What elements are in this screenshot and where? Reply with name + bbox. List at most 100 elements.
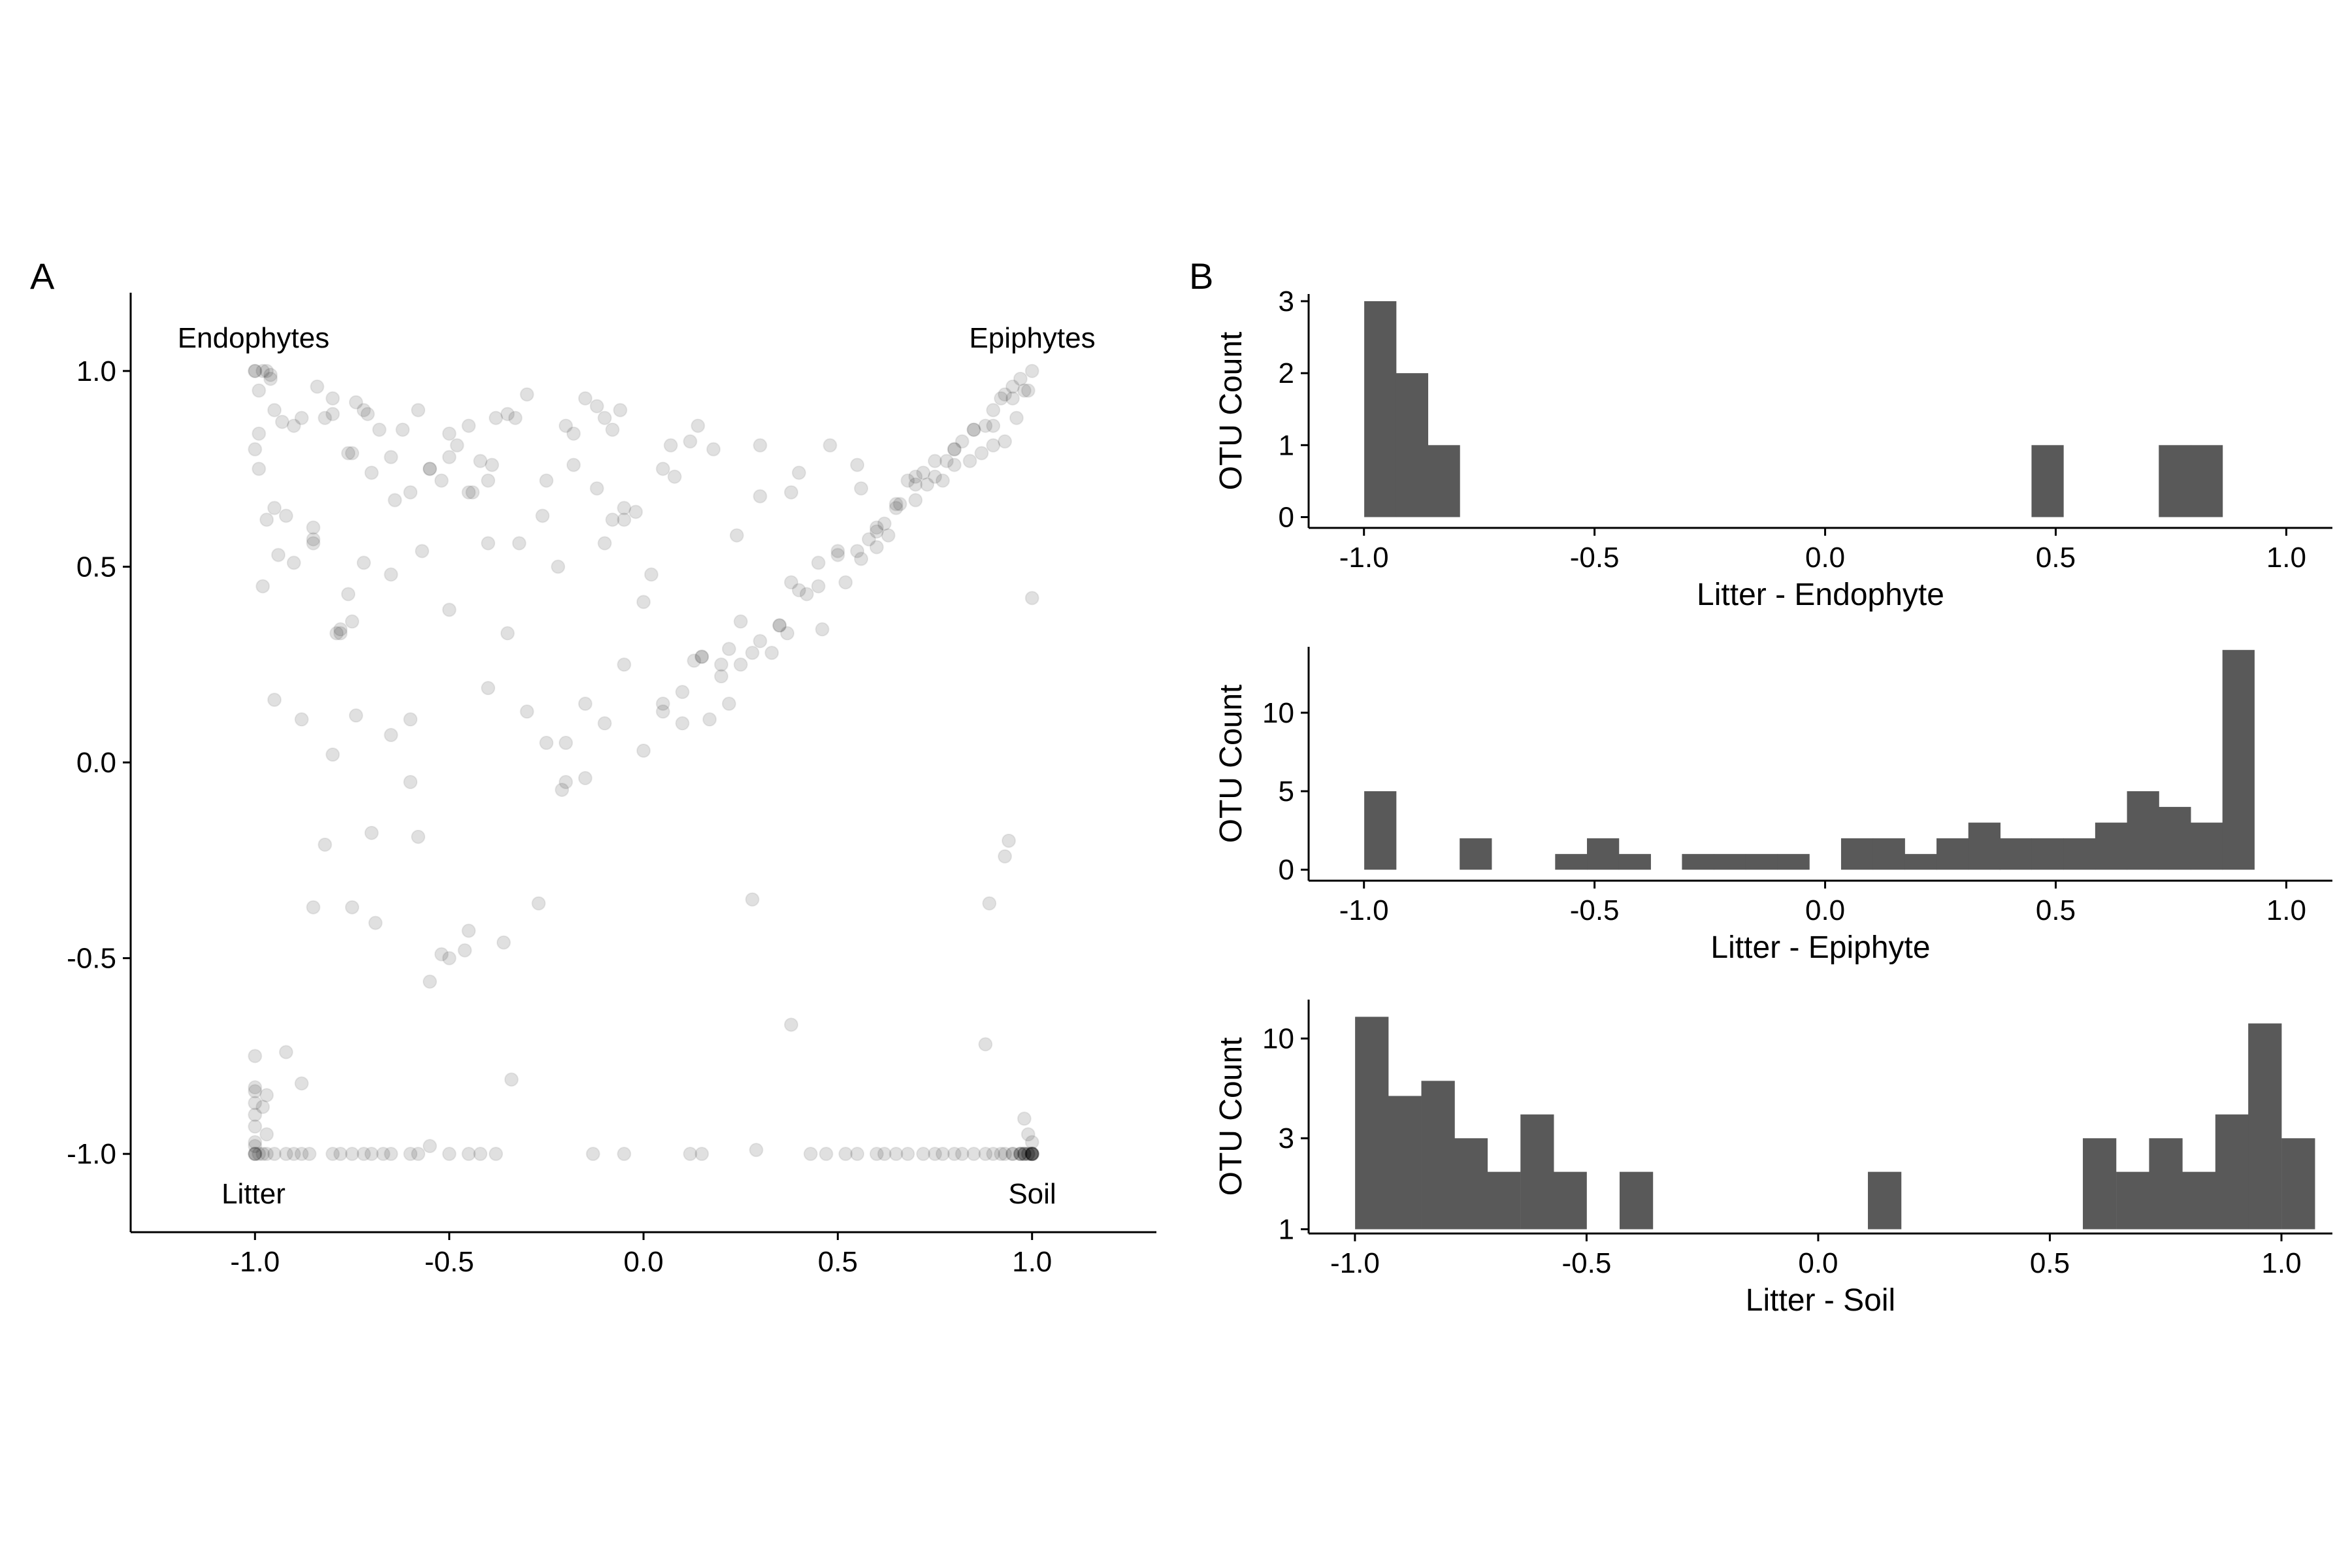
scatter-point xyxy=(753,634,768,649)
histogram-bar xyxy=(2031,838,2064,870)
scatter-point xyxy=(655,461,670,476)
scatter-point xyxy=(1013,371,1028,386)
histogram-bar xyxy=(1777,854,1810,870)
scatter-point xyxy=(248,1080,263,1095)
scatter-point xyxy=(861,532,876,547)
scatter-point xyxy=(908,493,923,508)
corner-label-endophytes: Endophytes xyxy=(178,322,329,354)
scatter-point xyxy=(566,426,581,441)
scatter-point xyxy=(1021,383,1036,398)
histogram-bar xyxy=(1520,1114,1554,1230)
histogram-bar xyxy=(1872,838,1905,870)
histogram-bar xyxy=(1553,1171,1587,1230)
scatter-point xyxy=(869,520,884,535)
panel-label-b: B xyxy=(1189,255,1213,297)
histogram-bar xyxy=(1364,301,1397,517)
scatter-points xyxy=(248,363,1039,1162)
scatter-point xyxy=(830,544,845,559)
scatter-point xyxy=(889,500,904,515)
scatter-point xyxy=(753,438,768,453)
scatter-point xyxy=(259,512,274,527)
histogram-bar xyxy=(2083,1138,2117,1230)
scatter-point xyxy=(687,653,702,668)
scatter-point xyxy=(585,1147,600,1162)
scatter-point xyxy=(1024,1147,1039,1162)
histogram-bar xyxy=(1487,1171,1521,1230)
histogram-litter-soil: -1.0 -0.5 0.0 0.5 1.0 1 3 10 Litter - Soil OTU Co… xyxy=(1214,1000,2332,1318)
scatter-point xyxy=(986,1147,1001,1162)
histogram-bar xyxy=(2063,838,2096,870)
histogram-bar xyxy=(2116,1171,2150,1230)
scatter-point xyxy=(819,1147,834,1162)
scatter-point xyxy=(655,696,670,711)
scatter-point xyxy=(799,587,814,602)
scatter-point xyxy=(255,579,270,594)
scatter-point xyxy=(947,1147,962,1162)
scatter-panel: A -1.0 -0.5 0.0 0.5 1.0 -1.0 -0.5 0.0 0.5 1.0 End… xyxy=(30,255,1156,1278)
scatter-point xyxy=(461,923,476,938)
scatter-point xyxy=(442,602,457,617)
scatter-point xyxy=(278,1147,293,1162)
scatter-point xyxy=(551,559,566,574)
scatter-point xyxy=(694,1147,710,1162)
y-tick-label: 10 xyxy=(1262,1023,1294,1055)
scatter-point xyxy=(360,406,375,421)
scatter-point xyxy=(248,1119,263,1134)
scatter-point xyxy=(745,892,760,907)
scatter-point xyxy=(555,782,570,797)
scatter-point xyxy=(683,1147,698,1162)
histogram-bar xyxy=(1364,791,1397,870)
scatter-point xyxy=(733,657,748,672)
scatter-point xyxy=(1002,833,1017,848)
scatter-point xyxy=(333,622,348,637)
histogram-litter-epiphyte: -1.0 -0.5 0.0 0.5 1.0 0 5 10 Litter - Epiphyte OT… xyxy=(1214,647,2332,965)
scatter-point xyxy=(721,642,736,657)
scatter-point xyxy=(473,453,488,468)
scatter-point xyxy=(713,657,728,672)
scatter-point xyxy=(1005,391,1020,406)
scatter-point xyxy=(916,1147,931,1162)
scatter-point xyxy=(617,1147,632,1162)
histogram-bar xyxy=(1840,838,1874,870)
scatter-point xyxy=(683,434,698,449)
y-tick-label: 1 xyxy=(1279,1213,1294,1245)
histogram-bar xyxy=(1619,1171,1654,1230)
y-axis-title: OTU Count xyxy=(1214,1037,1249,1196)
scatter-point xyxy=(811,555,826,570)
histogram-bar xyxy=(1968,823,2001,870)
scatter-point xyxy=(908,477,923,492)
scatter-point xyxy=(267,693,282,708)
scatter-point xyxy=(411,1147,426,1162)
scatter-point xyxy=(403,774,418,789)
x-tick-label: -0.5 xyxy=(1562,1247,1612,1279)
scatter-point xyxy=(881,528,896,543)
histogram-bar xyxy=(1936,838,1969,870)
scatter-point xyxy=(384,1147,399,1162)
histogram-bar xyxy=(1999,838,2032,870)
x-tick-label: 0.0 xyxy=(1798,1247,1838,1279)
scatter-point xyxy=(252,1147,267,1162)
scatter-point xyxy=(278,508,293,523)
histogram-bar xyxy=(2159,445,2191,517)
scatter-point xyxy=(935,1147,950,1162)
scatter-point xyxy=(998,1147,1013,1162)
scatter-point xyxy=(403,1147,418,1162)
scatter-point xyxy=(325,1147,340,1162)
scatter-point xyxy=(920,477,935,492)
scatter-point xyxy=(422,461,437,476)
scatter-point xyxy=(1005,1147,1020,1162)
scatter-point xyxy=(1017,1147,1032,1162)
scatter-point xyxy=(1017,1147,1032,1162)
histogram-bar xyxy=(2149,1138,2183,1230)
scatter-point xyxy=(1024,1147,1039,1162)
scatter-point xyxy=(325,747,340,762)
scatter-point xyxy=(559,774,574,789)
scatter-point xyxy=(1017,1147,1032,1162)
scatter-point xyxy=(481,473,496,488)
scatter-point xyxy=(442,951,457,966)
scatter-point xyxy=(1013,1147,1028,1162)
scatter-point xyxy=(248,363,263,378)
scatter-point xyxy=(850,544,865,559)
x-tick-label: -1.0 xyxy=(1339,894,1389,926)
scatter-point xyxy=(900,473,915,488)
